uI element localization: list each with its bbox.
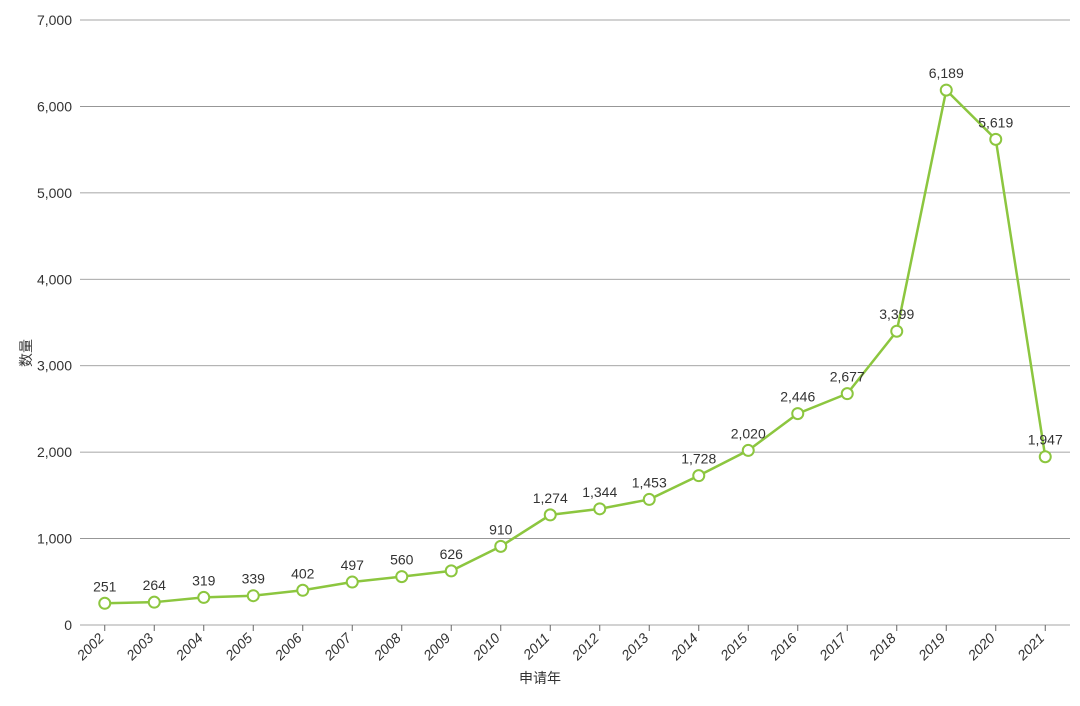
x-tick-label: 2011 <box>519 630 552 663</box>
data-marker <box>1040 451 1051 462</box>
data-label: 339 <box>242 571 266 587</box>
data-marker <box>248 590 259 601</box>
x-tick-label: 2019 <box>914 630 948 664</box>
data-label: 1,728 <box>681 451 716 467</box>
data-marker <box>446 565 457 576</box>
data-label: 3,399 <box>879 306 914 322</box>
x-tick-label: 2005 <box>221 630 255 664</box>
y-tick-label: 6,000 <box>37 98 72 114</box>
x-tick-label: 2015 <box>716 630 750 664</box>
data-marker <box>149 597 160 608</box>
x-tick-label: 2013 <box>617 630 651 664</box>
x-tick-label: 2010 <box>469 630 503 664</box>
x-tick-label: 2008 <box>370 630 404 664</box>
x-tick-label: 2014 <box>667 630 701 664</box>
x-tick-label: 2003 <box>122 630 156 664</box>
data-marker <box>941 85 952 96</box>
data-label: 560 <box>390 552 414 568</box>
data-label: 319 <box>192 572 216 588</box>
y-tick-label: 1,000 <box>37 531 72 547</box>
data-marker <box>990 134 1001 145</box>
x-tick-label: 2018 <box>865 630 899 664</box>
x-axis-label: 申请年 <box>519 668 561 688</box>
data-label: 2,446 <box>780 389 815 405</box>
x-tick-label: 2021 <box>1013 630 1047 664</box>
data-label: 6,189 <box>929 65 964 81</box>
data-marker <box>545 509 556 520</box>
y-axis-label: 数量 <box>16 339 36 367</box>
data-marker <box>842 388 853 399</box>
y-tick-label: 4,000 <box>37 271 72 287</box>
x-tick-label: 2009 <box>419 630 453 664</box>
data-label: 402 <box>291 565 315 581</box>
y-tick-label: 0 <box>64 617 72 633</box>
x-tick-label: 2017 <box>815 629 850 664</box>
data-marker <box>644 494 655 505</box>
y-tick-label: 3,000 <box>37 358 72 374</box>
data-label: 1,344 <box>582 484 617 500</box>
line-chart: 0 1,000 2,000 3,000 4,000 5,000 6,000 7,000 2002… <box>10 10 1070 696</box>
data-label: 251 <box>93 578 117 594</box>
data-label: 497 <box>341 557 365 573</box>
data-marker <box>396 571 407 582</box>
data-label: 1,453 <box>632 474 667 490</box>
x-tick-label: 2012 <box>568 630 602 664</box>
series-line <box>105 90 1046 603</box>
chart-svg: 0 1,000 2,000 3,000 4,000 5,000 6,000 7,000 2002… <box>10 10 1070 696</box>
data-label: 5,619 <box>978 114 1013 130</box>
x-tick-label: 2007 <box>320 629 355 664</box>
data-label: 264 <box>143 577 167 593</box>
data-marker <box>594 503 605 514</box>
data-marker <box>198 592 209 603</box>
data-label: 1,947 <box>1028 432 1063 448</box>
x-tick-label: 2020 <box>964 630 998 664</box>
data-marker <box>792 408 803 419</box>
data-label: 2,020 <box>731 425 766 441</box>
data-label: 910 <box>489 521 513 537</box>
y-tick-label: 5,000 <box>37 185 72 201</box>
x-tick-label: 2016 <box>766 630 800 664</box>
x-tick-label: 2006 <box>271 630 305 664</box>
data-label: 2,677 <box>830 369 865 385</box>
data-marker <box>693 470 704 481</box>
data-marker <box>99 598 110 609</box>
y-tick-label: 7,000 <box>37 12 72 28</box>
x-tick-label: 2004 <box>172 630 206 664</box>
data-label: 626 <box>440 546 464 562</box>
data-marker <box>297 585 308 596</box>
x-tick-label: 2002 <box>73 630 107 664</box>
data-marker <box>347 577 358 588</box>
data-marker <box>495 541 506 552</box>
y-tick-label: 2,000 <box>37 444 72 460</box>
data-label: 1,274 <box>533 490 568 506</box>
data-marker <box>891 326 902 337</box>
data-marker <box>743 445 754 456</box>
